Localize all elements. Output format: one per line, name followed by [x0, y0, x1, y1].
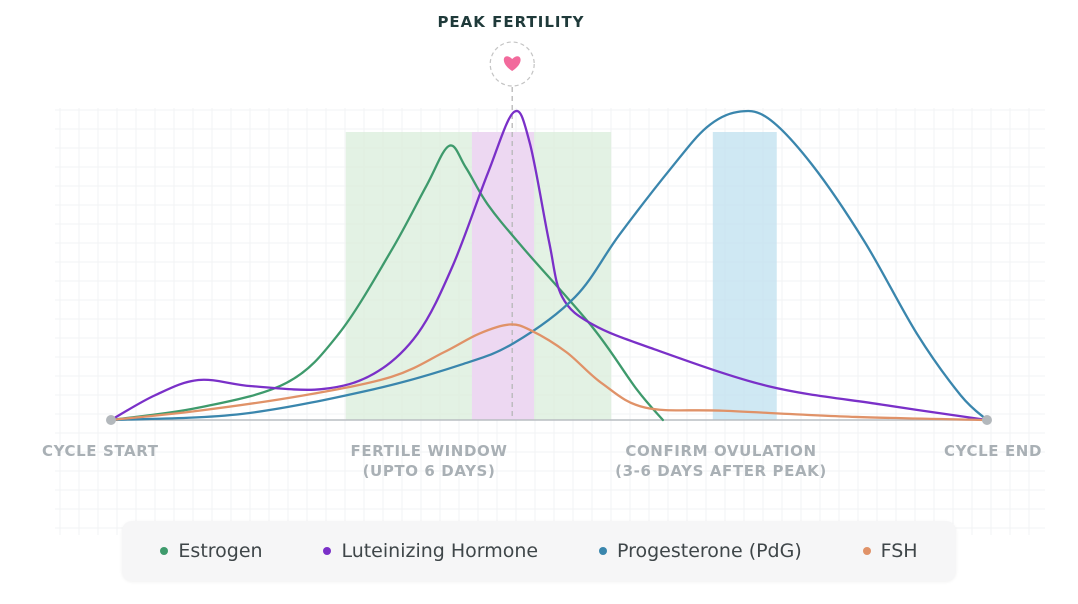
band-confirm-ovulation	[712, 132, 777, 420]
legend-item-fsh: FSH	[862, 540, 918, 562]
legend-item-progesterone: Progesterone (PdG)	[598, 540, 802, 562]
fertile-window-subtitle: (UPTO 6 DAYS)	[362, 462, 496, 480]
series-line-estrogen	[109, 144, 665, 422]
fertile-window-label: FERTILE WINDOW (UPTO 6 DAYS)	[320, 441, 538, 481]
confirm-ovulation-subtitle: (3-6 DAYS AFTER PEAK)	[615, 462, 827, 480]
series-line-progesterone-pdg	[109, 109, 989, 422]
chart-series	[109, 109, 989, 422]
chart-legend: Estrogen Luteinizing Hormone Progesteron…	[122, 521, 956, 581]
legend-dot-estrogen	[160, 547, 169, 555]
legend-label: Luteinizing Hormone	[341, 540, 539, 562]
peak-fertility-title: PEAK FERTILITY	[437, 13, 585, 31]
cycle-start-label: CYCLE START	[42, 442, 159, 460]
fertile-window-title: FERTILE WINDOW	[350, 442, 508, 460]
legend-label: Progesterone (PdG)	[616, 540, 802, 562]
chart-bands	[345, 132, 777, 420]
legend-label: FSH	[880, 540, 918, 562]
cycle-start-marker	[106, 415, 116, 425]
confirm-ovulation-title: CONFIRM OVULATION	[625, 442, 817, 460]
legend-dot-lh	[323, 547, 332, 555]
legend-label: Estrogen	[178, 540, 263, 562]
heart-icon	[489, 41, 535, 87]
legend-item-lh: Luteinizing Hormone	[323, 540, 538, 562]
series-line-fsh	[109, 323, 989, 422]
legend-dot-progesterone	[598, 547, 607, 555]
confirm-ovulation-label: CONFIRM OVULATION (3-6 DAYS AFTER PEAK)	[596, 441, 846, 481]
band-peak	[471, 132, 535, 420]
cycle-end-marker	[982, 415, 992, 425]
legend-dot-fsh	[862, 547, 871, 555]
series-line-luteinizing-hormone	[109, 109, 989, 422]
legend-item-estrogen: Estrogen	[160, 540, 263, 562]
cycle-end-label: CYCLE END	[943, 442, 1042, 460]
